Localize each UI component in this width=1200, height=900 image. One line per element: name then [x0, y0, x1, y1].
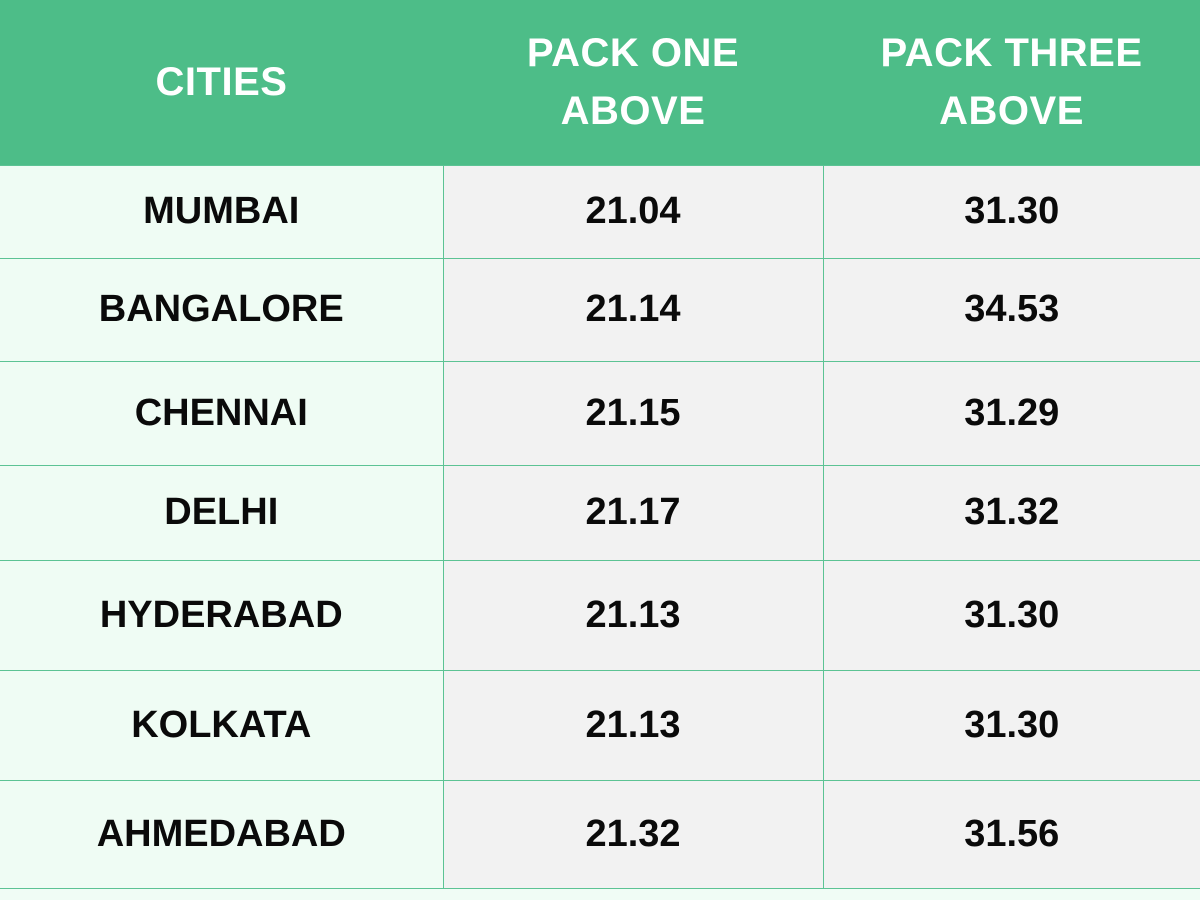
pack-three-cell: 31.30 — [822, 559, 1200, 671]
city-cell: HYDERABAD — [0, 559, 444, 671]
pack-three-cell: 31.32 — [822, 464, 1200, 561]
header-pack-one-line-1: PACK ONE — [526, 31, 740, 76]
header-cities: CITIES — [0, 0, 443, 165]
city-cell: MUMBAI — [0, 164, 444, 259]
header-row: CITIES PACK ONE ABOVE PACK THREE ABOVE — [0, 0, 1200, 165]
header-pack-three-line-2: ABOVE — [939, 89, 1084, 134]
table-row: CHENNAI 21.15 31.29 — [0, 360, 1200, 466]
header-pack-one-line-2: ABOVE — [560, 89, 706, 134]
city-cell: CHENNAI — [0, 360, 444, 466]
pack-one-cell: 21.32 — [442, 779, 824, 889]
table-row: DELHI 21.17 31.32 — [0, 464, 1200, 561]
city-cell: AHMEDABAD — [0, 779, 444, 889]
header-pack-three: PACK THREE ABOVE — [823, 0, 1200, 165]
pack-one-cell: 21.13 — [442, 559, 824, 671]
city-cell: DELHI — [0, 464, 444, 561]
table-row: KOLKATA 21.13 31.30 — [0, 669, 1200, 781]
header-pack-one: PACK ONE ABOVE — [443, 0, 823, 165]
table-row: BANGALORE 21.14 34.53 — [0, 257, 1200, 362]
pack-one-cell: 21.13 — [442, 669, 824, 781]
table-row: MUMBAI 21.04 31.30 — [0, 164, 1200, 259]
pack-one-cell: 21.04 — [442, 164, 824, 259]
pack-one-cell: 21.14 — [442, 257, 824, 362]
table-row: HYDERABAD 21.13 31.30 — [0, 559, 1200, 671]
pack-three-cell: 31.30 — [822, 669, 1200, 781]
table-row: AHMEDABAD 21.32 31.56 — [0, 779, 1200, 889]
pack-three-cell: 34.53 — [822, 257, 1200, 362]
pack-one-cell: 21.17 — [442, 464, 824, 561]
pack-three-cell: 31.29 — [822, 360, 1200, 466]
city-cell: KOLKATA — [0, 669, 444, 781]
pack-one-cell: 21.15 — [442, 360, 824, 466]
header-pack-three-line-1: PACK THREE — [880, 31, 1143, 76]
pack-three-cell: 31.30 — [822, 164, 1200, 259]
pack-three-cell: 31.56 — [822, 779, 1200, 889]
city-cell: BANGALORE — [0, 257, 444, 362]
header-cities-label: CITIES — [155, 60, 288, 105]
